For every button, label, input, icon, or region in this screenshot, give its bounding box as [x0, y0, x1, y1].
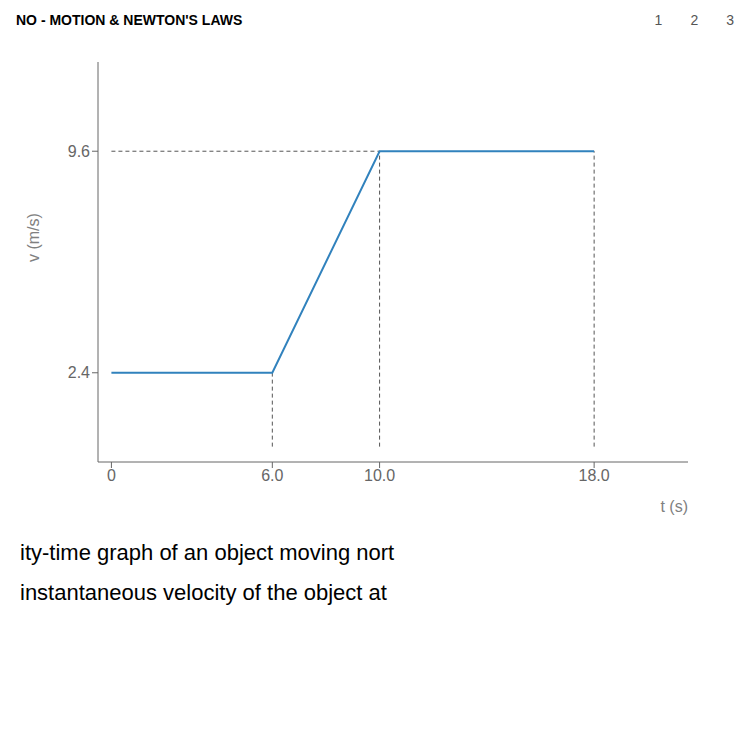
svg-text:0: 0	[107, 467, 116, 484]
svg-text:9.6: 9.6	[68, 143, 90, 160]
svg-text:2.4: 2.4	[68, 364, 90, 381]
svg-text:6.0: 6.0	[261, 467, 283, 484]
svg-text:t (s): t (s)	[660, 498, 688, 515]
html-text:3: 3	[726, 12, 734, 28]
html-text:NO - MOTION & NEWTON'S LAWS: NO - MOTION & NEWTON'S LAWS	[16, 12, 243, 28]
html-text:instantaneous velocity of the: instantaneous velocity of the object at	[20, 580, 387, 605]
html-text:ity-time graph of an object mo: ity-time graph of an object moving nort	[20, 540, 395, 565]
svg-text:v (m/s): v (m/s)	[25, 213, 42, 262]
svg-text:18.0: 18.0	[579, 467, 610, 484]
svg-text:10.0: 10.0	[364, 467, 395, 484]
html-text:1: 1	[654, 12, 663, 28]
html-text:2: 2	[690, 12, 699, 28]
